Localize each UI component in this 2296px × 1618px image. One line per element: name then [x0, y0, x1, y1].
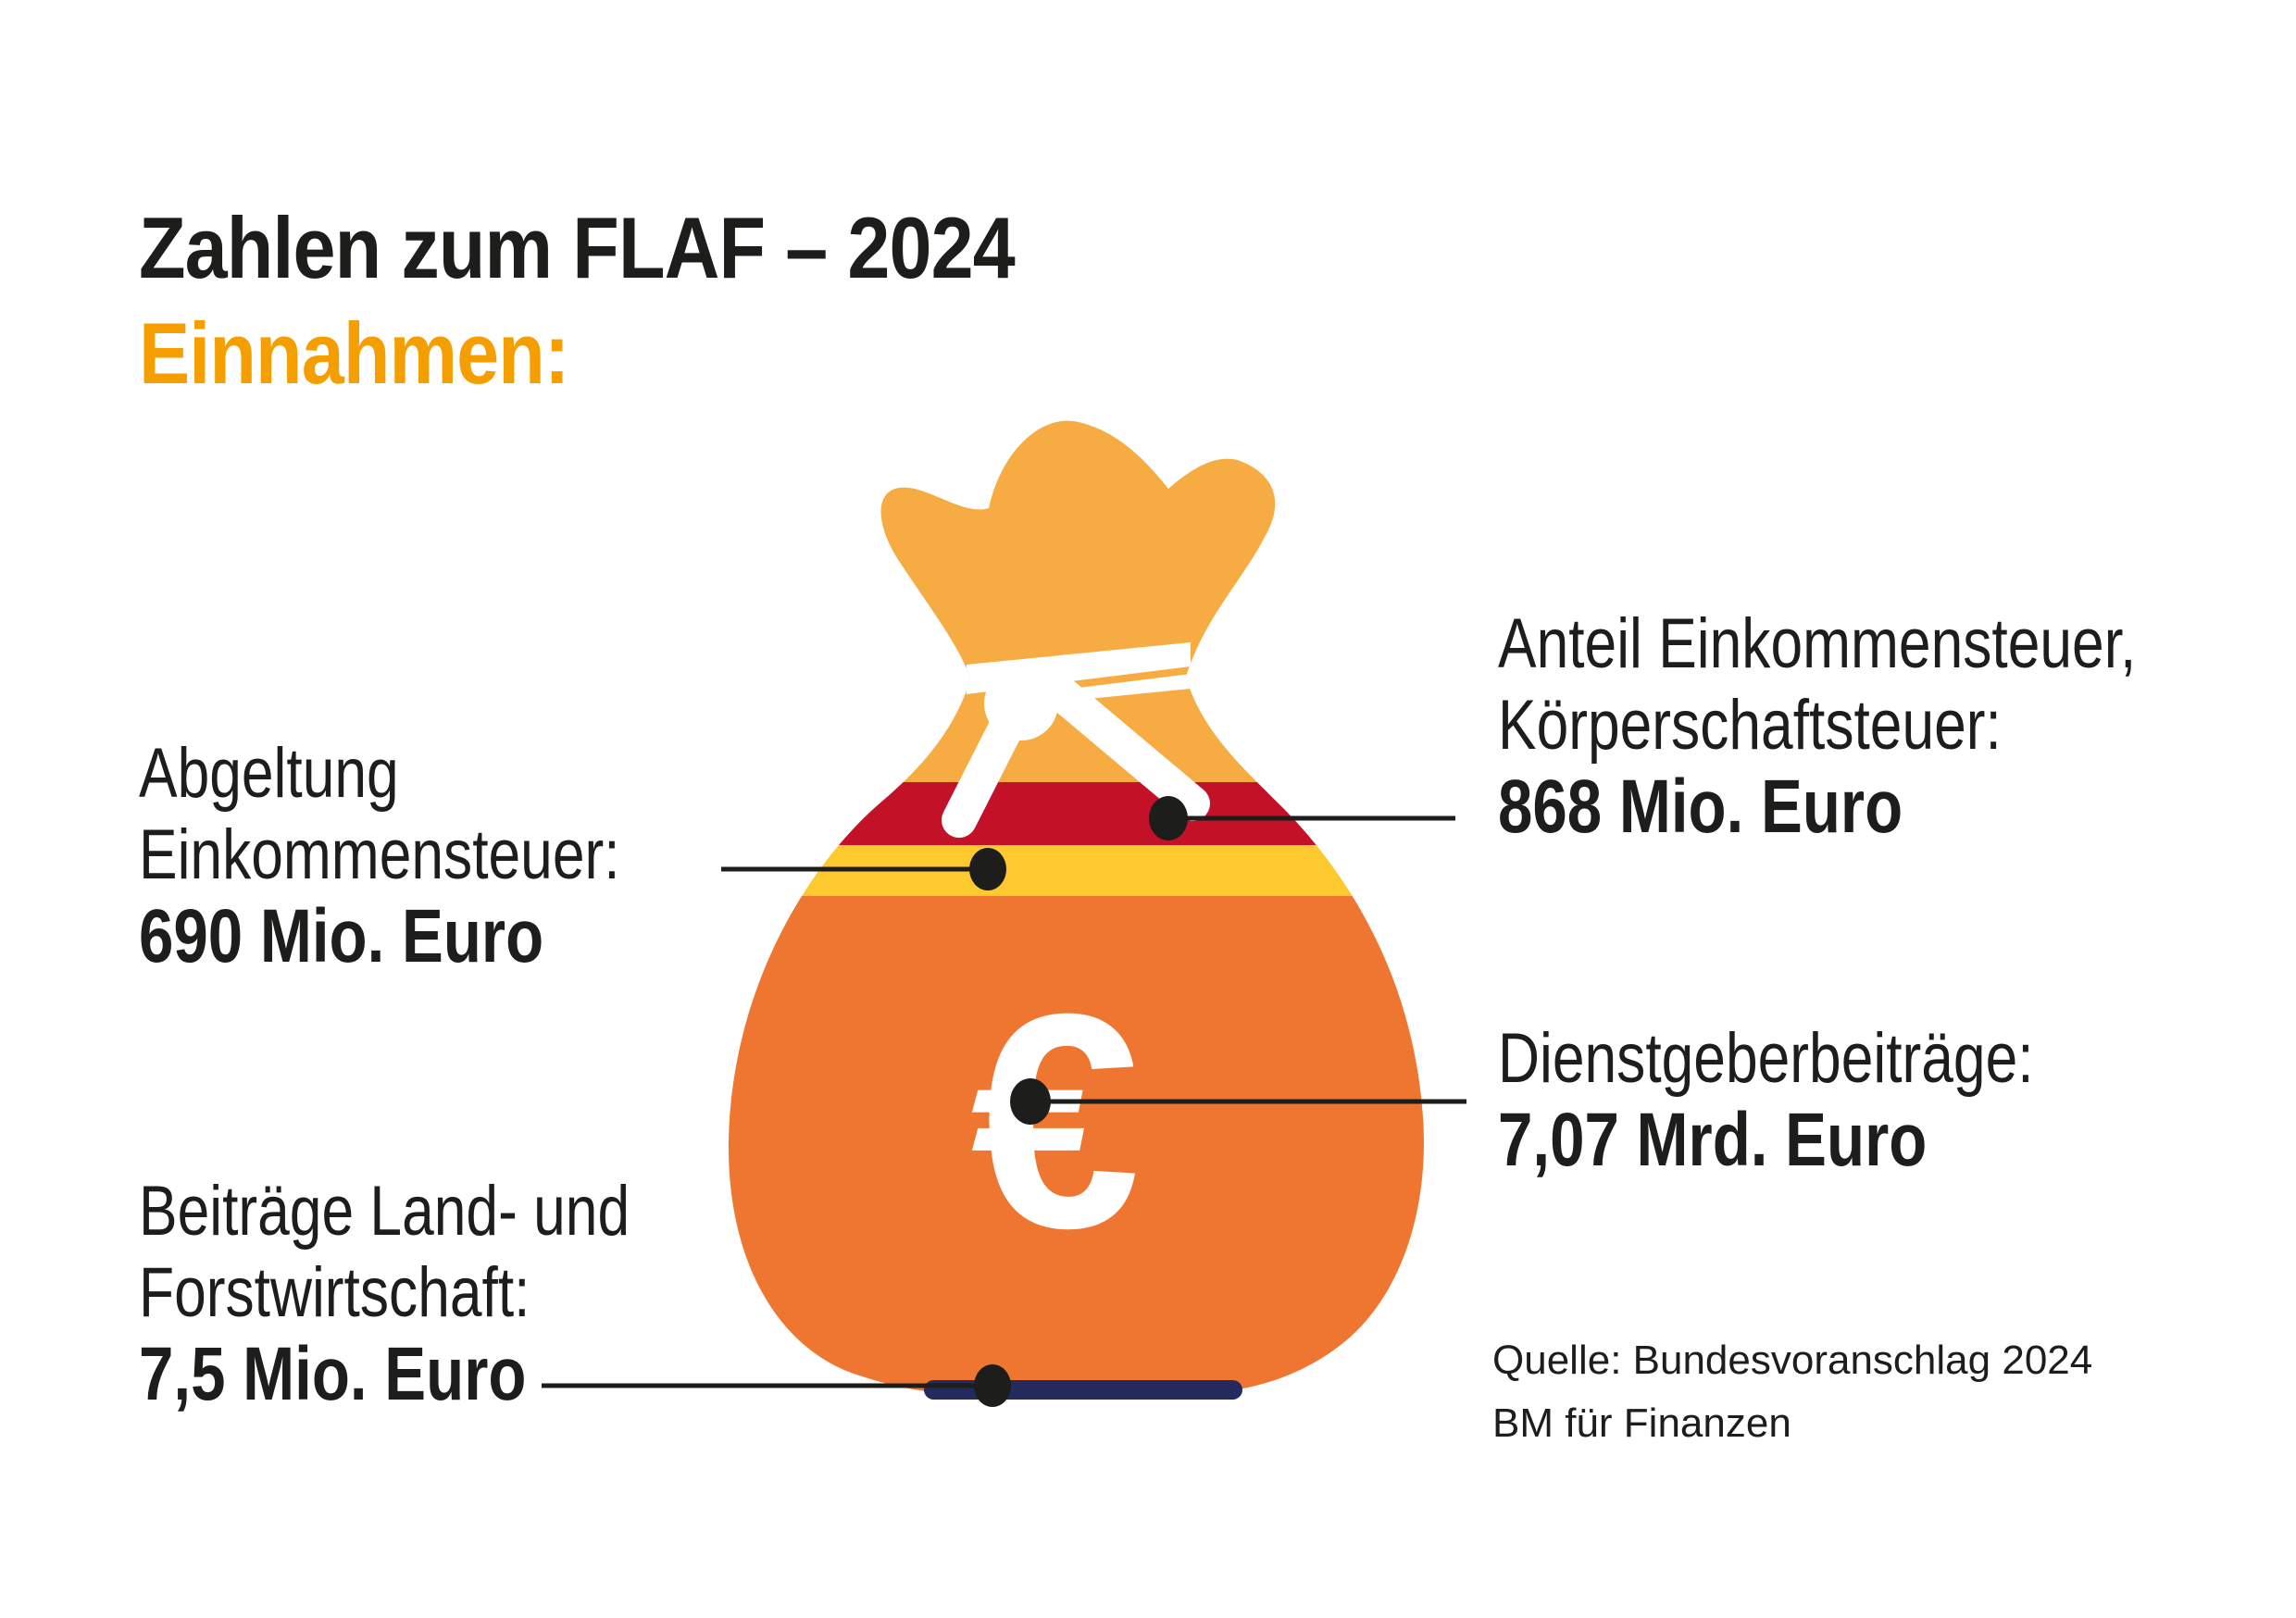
source-note: Quelle: Bundesvoranschlag 2024 BM für Fi… — [1492, 1329, 2092, 1455]
callout-value: 7,5 Mio. Euro — [139, 1332, 527, 1416]
bag-red-band — [728, 782, 1424, 845]
callout-label-line: Dienstgeberbeiträge: — [1498, 1019, 2034, 1098]
callout-label-line: Forstwirtschaft: — [139, 1253, 530, 1332]
bag-orange-body — [728, 896, 1424, 1396]
callout-label-line: Einkommensteuer: — [139, 815, 620, 894]
dot-dienstgeber — [1010, 1078, 1051, 1125]
callout-abgeltung-einkommensteuer: Abgeltung Einkommensteuer: 690 Mio. Euro — [139, 733, 620, 977]
euro-symbol: € — [970, 950, 1141, 1291]
page-subtitle: Einnahmen: — [139, 305, 569, 402]
callout-value: 690 Mio. Euro — [139, 894, 544, 978]
callout-value: 868 Mio. Euro — [1498, 765, 1903, 849]
dot-beitraege — [974, 1364, 1011, 1407]
rope-lace-left — [942, 686, 1036, 838]
callout-label-line: Körperschaftsteuer: — [1498, 686, 2002, 765]
callout-label-line: Beiträge Land- und — [139, 1172, 630, 1251]
source-line: Quelle: Bundesvoranschlag 2024 — [1492, 1338, 2093, 1383]
callout-anteil-einkommensteuer: Anteil Einkommensteuer, Körperschaftsteu… — [1498, 604, 2136, 848]
callout-beitraege-land-forstwirtschaft: Beiträge Land- und Forstwirtschaft: 7,5 … — [139, 1171, 630, 1415]
rope-lace-right — [1047, 678, 1210, 821]
page-title: Zahlen zum FLAF – 2024 — [139, 199, 1016, 296]
callout-dienstgeberbeitraege: Dienstgeberbeiträge: 7,07 Mrd. Euro — [1498, 1018, 2034, 1181]
dot-anteil — [1149, 796, 1188, 840]
callout-label-line: Abgeltung — [139, 734, 399, 813]
dot-abgeltung — [969, 848, 1006, 890]
callout-value: 7,07 Mrd. Euro — [1498, 1098, 1928, 1182]
bag-top-knot — [880, 420, 1276, 690]
bag-base-bar — [924, 1380, 1242, 1400]
callout-label-line: Anteil Einkommensteuer, — [1498, 604, 2137, 683]
source-line: BM für Finanzen — [1492, 1400, 1791, 1446]
